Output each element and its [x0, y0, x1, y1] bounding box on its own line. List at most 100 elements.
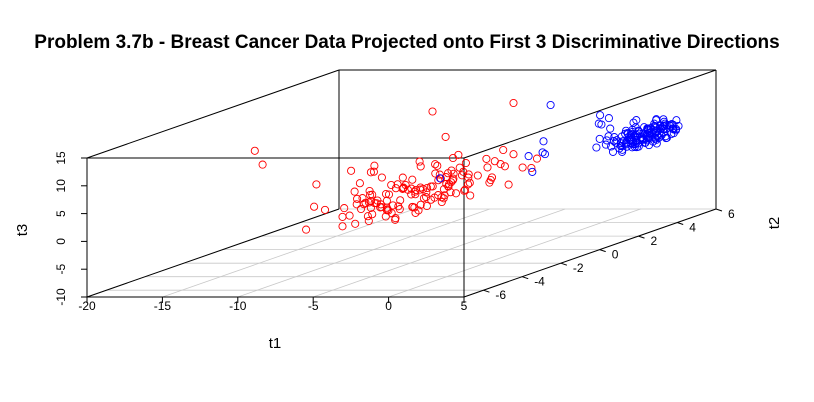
x-tick-label: 5 [461, 299, 468, 313]
data-point-red [448, 153, 458, 163]
chart-title: Problem 3.7b - Breast Cancer Data Projec… [34, 32, 779, 53]
data-point-red [437, 197, 446, 207]
box-edge [86, 208, 340, 298]
data-point-red [454, 150, 463, 159]
data-point-red [499, 145, 508, 155]
data-point-red [500, 162, 509, 171]
data-point-red [302, 225, 311, 234]
data-point-blue [618, 147, 627, 156]
data-point-blue [660, 121, 669, 130]
data-point-red [363, 212, 372, 221]
data-point-red [527, 163, 536, 173]
data-point-blue [644, 141, 654, 150]
data-point-red [419, 194, 428, 203]
box-edge [463, 208, 717, 298]
data-point-blue [665, 120, 674, 129]
data-point-red [442, 179, 451, 188]
data-point-red [382, 203, 391, 212]
data-point-red [415, 157, 424, 166]
data-point-red [464, 180, 473, 189]
data-point-red [338, 222, 347, 231]
x-tick-label: 0 [385, 299, 392, 313]
data-point-red [435, 170, 444, 179]
data-point-red [460, 186, 469, 195]
data-point-red [433, 161, 442, 170]
data-point-red [445, 180, 454, 189]
data-point-blue [539, 137, 548, 146]
x-tick-label: -5 [308, 299, 319, 313]
data-point-red [443, 169, 453, 178]
data-point-red [384, 190, 394, 199]
data-point-red [483, 163, 492, 172]
data-point-red [447, 178, 456, 187]
z-tick-label: -5 [54, 264, 68, 275]
data-point-blue [538, 148, 547, 157]
data-point-red [250, 146, 259, 155]
data-point-blue [524, 152, 533, 161]
data-point-red [449, 169, 458, 178]
data-point-blue [608, 147, 618, 156]
data-point-red [431, 160, 440, 169]
x-axis-label: t1 [269, 335, 282, 352]
data-point-red [393, 180, 402, 189]
grid-line-x [237, 208, 490, 298]
y-tick [677, 222, 684, 225]
z-tick-label: -10 [54, 288, 68, 306]
data-point-red [258, 160, 267, 169]
data-point-red [355, 179, 364, 188]
grid-line-x [388, 208, 641, 298]
data-point-red [414, 206, 423, 215]
y-tick [638, 235, 645, 239]
data-point-red [345, 211, 354, 220]
data-point-red [473, 171, 482, 180]
data-point-blue [662, 133, 671, 142]
box-edge [463, 69, 717, 159]
data-point-red [416, 162, 425, 171]
plot-box [86, 69, 717, 298]
data-point-red [365, 186, 374, 196]
y-tick [715, 208, 723, 212]
data-point-red [361, 198, 370, 207]
data-point-blue [595, 134, 604, 143]
data-point-red [461, 158, 470, 168]
y-tick-label: 6 [728, 207, 735, 221]
data-point-red [338, 212, 347, 221]
data-point-red [376, 200, 385, 209]
data-point-blue [604, 114, 613, 123]
data-point-red [430, 193, 439, 202]
data-point-red [411, 190, 420, 199]
data-points [250, 98, 683, 234]
data-point-red [358, 194, 367, 203]
data-point-red [364, 216, 373, 226]
data-point-red [440, 191, 449, 200]
data-point-blue [628, 143, 637, 152]
data-point-blue [622, 138, 631, 147]
data-point-blue [672, 124, 681, 134]
data-point-red [394, 202, 403, 211]
data-point-red [399, 184, 408, 193]
data-point-red [356, 204, 366, 214]
data-point-red [439, 185, 448, 194]
y-tick-label: 0 [612, 248, 619, 262]
data-point-blue [601, 140, 610, 149]
data-point-blue [617, 132, 626, 141]
data-point-red [441, 132, 450, 141]
data-point-red [359, 200, 368, 209]
y-tick [599, 249, 606, 253]
data-point-red [381, 189, 391, 199]
z-tick-label: 0 [54, 238, 68, 245]
data-point-blue [630, 142, 639, 151]
y-tick-label: 4 [689, 221, 696, 235]
data-point-blue [528, 167, 537, 176]
data-point-blue [596, 111, 605, 120]
data-point-blue [540, 150, 550, 159]
data-point-red [431, 169, 440, 178]
data-point-blue [653, 131, 662, 140]
z-axis-label: t3 [14, 224, 31, 237]
y-tick [522, 276, 529, 280]
data-point-blue [632, 116, 641, 125]
data-point-blue [436, 174, 445, 183]
data-point-blue [640, 123, 649, 132]
y-tick-label: -4 [534, 275, 545, 289]
data-point-red [422, 193, 431, 202]
